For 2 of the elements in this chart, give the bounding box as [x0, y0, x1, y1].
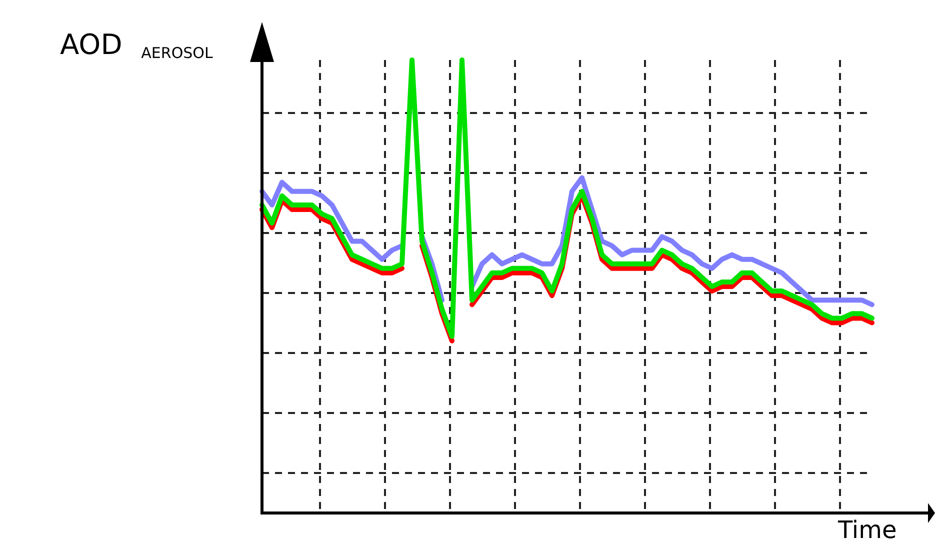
x-axis-title: Time [838, 516, 897, 544]
y-axis-title: AOD $_{AEROSOL}$ [60, 28, 213, 62]
